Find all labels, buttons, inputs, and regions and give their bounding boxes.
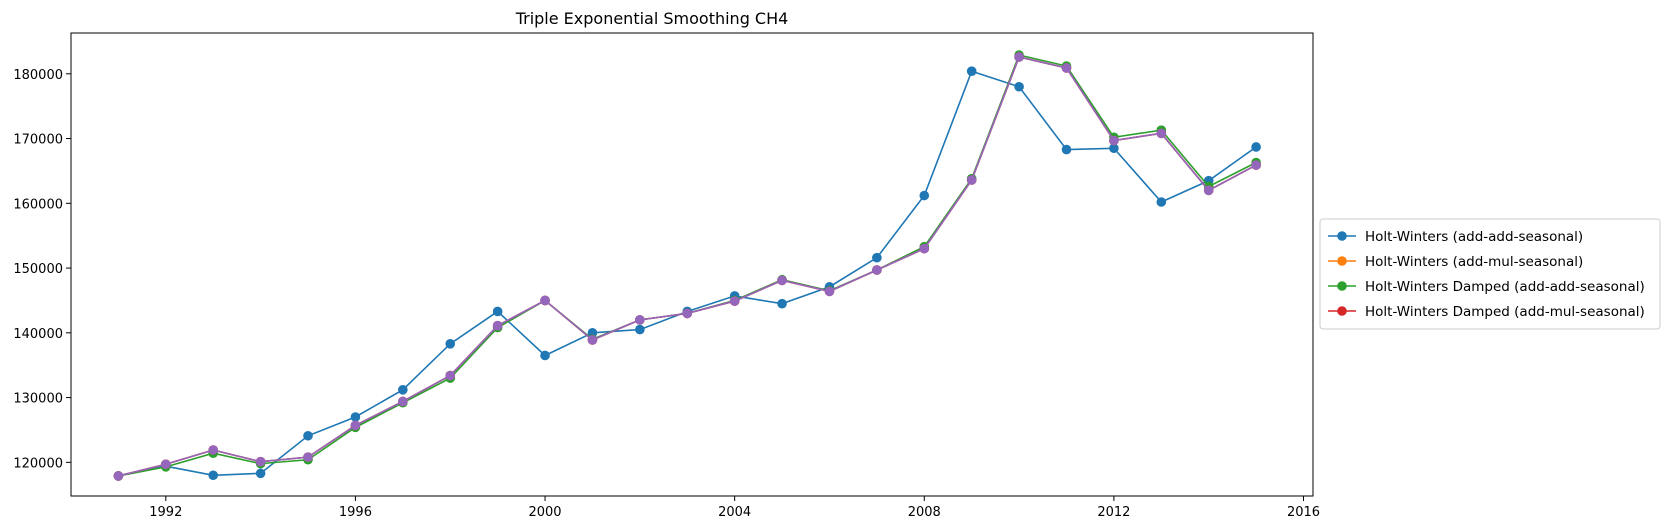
data-point [729, 296, 740, 306]
data-point [966, 175, 977, 185]
data-point [777, 275, 787, 286]
legend-box [1319, 218, 1661, 330]
y-tick-label: 120000 [13, 456, 63, 471]
data-point [966, 66, 977, 77]
y-tick-label: 180000 [13, 68, 63, 83]
y-tick-label: 130000 [13, 392, 63, 407]
data-point [1251, 142, 1261, 152]
data-point [492, 320, 503, 331]
data-point [208, 470, 219, 481]
legend-item: Holt-Winters Damped (add-mul-seasonal) [1328, 304, 1645, 320]
data-point [492, 306, 503, 317]
data-point [1014, 52, 1024, 62]
series-line [118, 56, 1257, 477]
legend-marker [1337, 281, 1347, 291]
plot-area: 1992 1996 2000 2004 2008 2012 2016 120000 130000… [13, 32, 1320, 520]
data-point [1014, 81, 1024, 92]
x-tick-label: 2012 [1097, 505, 1130, 520]
series-2 [113, 52, 1261, 481]
legend-marker [1337, 231, 1347, 241]
data-point [303, 452, 313, 462]
data-point [398, 396, 408, 407]
data-point [682, 308, 693, 319]
data-point [398, 385, 408, 395]
data-point [919, 243, 930, 254]
data-point [872, 265, 882, 275]
series-5 [113, 52, 1261, 481]
data-point [1061, 144, 1072, 155]
series-layer [113, 50, 1261, 481]
data-point [113, 471, 124, 481]
x-tick-label: 1992 [149, 505, 182, 520]
series-line [118, 54, 1257, 477]
data-point [303, 430, 313, 441]
data-point [1156, 197, 1167, 207]
y-tick-label: 140000 [13, 327, 63, 342]
series-line [118, 70, 1257, 477]
data-point [1109, 135, 1119, 146]
y-tick-label: 160000 [13, 197, 63, 212]
data-point [587, 335, 598, 345]
y-tick-label: 170000 [13, 133, 63, 148]
data-point [255, 456, 266, 467]
series-3 [113, 50, 1261, 481]
data-point [635, 315, 645, 325]
series-line [118, 56, 1257, 477]
data-point [777, 298, 787, 309]
x-tick-label: 1996 [339, 505, 372, 520]
chart-title: Triple Exponential Smoothing CH4 [515, 9, 789, 28]
series-1 [113, 66, 1261, 481]
data-point [445, 370, 456, 381]
data-point [540, 350, 550, 361]
legend-label: Holt-Winters Damped (add-add-seasonal) [1365, 279, 1645, 295]
data-point [540, 295, 550, 306]
legend-marker [1337, 306, 1347, 316]
legend-item: Holt-Winters Damped (add-add-seasonal) [1328, 279, 1645, 295]
x-tick-label: 2004 [718, 505, 751, 520]
data-point [208, 445, 219, 455]
data-point [824, 286, 835, 297]
data-point [919, 190, 930, 201]
data-point [872, 252, 882, 263]
data-point [1061, 63, 1072, 73]
legend: Holt-Winters (add-add-seasonal) Holt-Wint… [1319, 218, 1661, 330]
y-tick-label: 150000 [13, 262, 63, 277]
legend-label: Holt-Winters (add-add-seasonal) [1365, 229, 1583, 245]
data-point [255, 468, 266, 479]
x-tick-label: 2016 [1287, 505, 1320, 520]
data-point [350, 420, 361, 431]
data-point [350, 412, 361, 422]
data-point [161, 459, 171, 470]
data-point [1109, 143, 1119, 154]
legend-label: Holt-Winters (add-mul-seasonal) [1365, 254, 1583, 270]
data-point [445, 339, 456, 349]
data-point [1203, 185, 1214, 196]
plot-frame [70, 32, 1314, 497]
legend-label: Holt-Winters Damped (add-mul-seasonal) [1365, 304, 1645, 320]
x-tick-label: 2000 [528, 505, 561, 520]
x-tick-label: 2008 [908, 505, 941, 520]
series-line [118, 56, 1257, 477]
legend-item: Holt-Winters (add-mul-seasonal) [1328, 254, 1583, 270]
data-point [1251, 160, 1261, 170]
legend-marker [1337, 256, 1347, 266]
legend-item: Holt-Winters (add-add-seasonal) [1328, 229, 1583, 245]
data-point [1156, 128, 1167, 139]
series-4 [113, 52, 1261, 481]
data-point [635, 324, 645, 335]
